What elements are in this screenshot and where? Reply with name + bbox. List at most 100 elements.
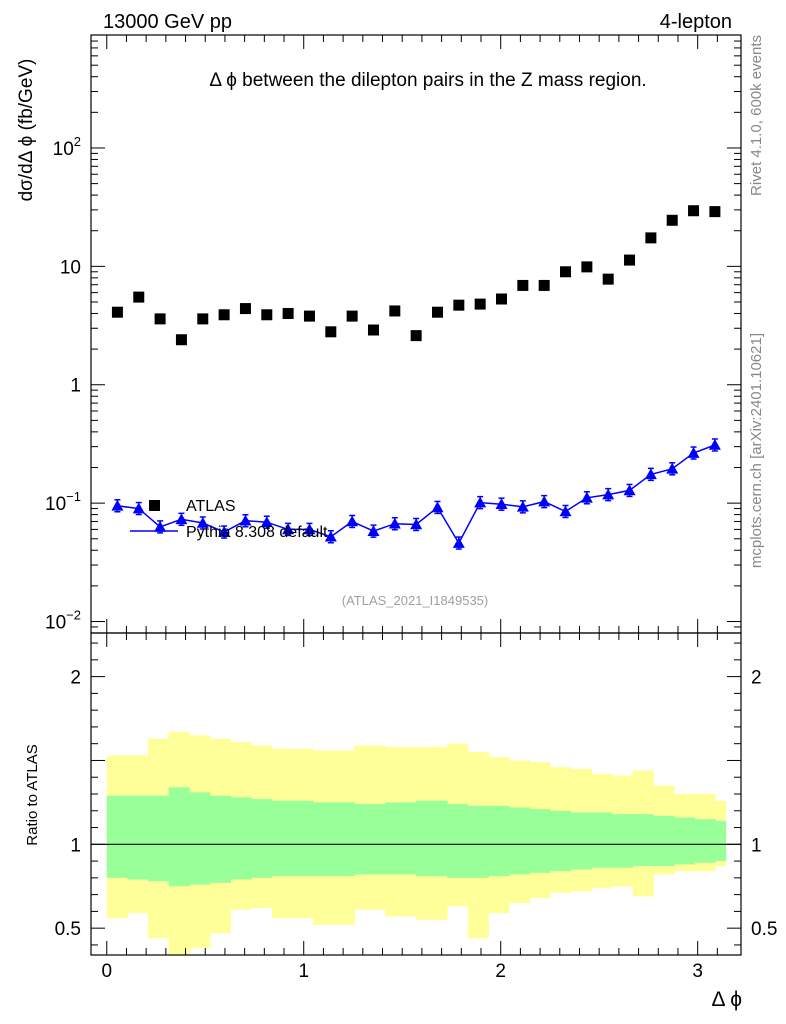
ratio-band-stat-bin <box>230 797 252 880</box>
main-y-tick-label: 10−2 <box>45 608 81 634</box>
pythia-point <box>154 520 167 532</box>
atlas-series <box>111 205 721 346</box>
ratio-y-tick-label: 2 <box>70 668 81 689</box>
main-y-axis-label: dσ/dΔ ϕ (fb/GeV) <box>16 59 37 202</box>
pythia-point <box>346 515 359 527</box>
rivet-label: Rivet 4.1.0, 600k events <box>748 35 765 196</box>
legend-pythia-label: Pythia 8.308 default <box>186 524 328 541</box>
ratio-band-stat-bin <box>488 805 510 877</box>
ratio-band-stat-bin <box>694 819 716 863</box>
pythia-point <box>388 517 401 529</box>
x-tick-label: 1 <box>298 961 309 982</box>
header-right: 4-lepton <box>660 11 732 33</box>
pythia-point <box>175 513 188 525</box>
ratio-band-stat-bin <box>674 817 696 865</box>
pythia-point <box>644 468 657 480</box>
atlas-point <box>197 313 209 325</box>
ratio-y-tick-label-right: 2 <box>751 668 762 689</box>
legend: ATLAS Pythia 8.308 default <box>130 498 328 541</box>
ratio-band-stat-bin <box>653 815 675 867</box>
atlas-point <box>645 232 657 244</box>
atlas-point <box>175 334 187 346</box>
ratio-y-tick-label-right: 0.5 <box>751 919 777 940</box>
ratio-band-stat-bin <box>251 799 273 878</box>
ratio-band-stat-bin <box>189 792 211 885</box>
atlas-point <box>624 254 636 266</box>
pythia-point <box>303 523 316 535</box>
ratio-band-stat-bin <box>106 795 128 878</box>
pythia-point <box>282 523 295 535</box>
pythia-point <box>111 499 124 511</box>
atlas-point <box>218 309 230 321</box>
ratio-band-stat-bin <box>508 807 531 875</box>
atlas-point <box>517 279 529 291</box>
atlas-point <box>154 313 166 325</box>
ratio-band-stat-bin <box>447 804 469 878</box>
ratio-band-stat-bin <box>591 812 613 868</box>
pythia-point <box>495 498 508 509</box>
x-tick-label: 0 <box>101 961 112 982</box>
ratio-band-stat-bin <box>312 802 355 877</box>
ratio-band-stat-bin <box>550 810 572 872</box>
atlas-point <box>303 310 315 322</box>
mcplots-label: mcplots.cern.ch [arXiv:2401.10621] <box>748 333 765 568</box>
atlas-point <box>410 330 422 342</box>
pythia-point <box>516 500 529 512</box>
main-y-tick-label: 10−1 <box>45 489 81 515</box>
x-tick-label: 2 <box>495 961 506 982</box>
main-y-tick-label: 10 <box>60 257 81 278</box>
pythia-point <box>474 496 487 508</box>
x-axis-label: Δ ϕ <box>712 988 742 1011</box>
pythia-point <box>623 484 636 496</box>
pythia-point <box>410 518 423 530</box>
atlas-point <box>560 266 572 278</box>
ratio-band-stat-bin <box>715 820 727 862</box>
ratio-band-stat-bin <box>416 800 448 877</box>
pythia-point <box>452 537 465 548</box>
atlas-point <box>325 326 337 338</box>
atlas-point <box>474 298 486 310</box>
atlas-point <box>133 291 145 303</box>
pythia-point <box>132 502 145 514</box>
ratio-band-stat-bin <box>467 805 489 878</box>
atlas-point <box>538 279 550 291</box>
atlas-point <box>282 307 294 319</box>
atlas-point <box>709 206 721 218</box>
ratio-y-tick-label: 0.5 <box>55 919 81 940</box>
ratio-y-axis-label: Ratio to ATLAS <box>24 744 41 845</box>
pythia-point <box>239 514 252 526</box>
pythia-point <box>602 488 615 500</box>
main-y-tick-label: 102 <box>53 134 81 160</box>
atlas-point <box>239 303 251 315</box>
legend-atlas-marker <box>149 500 160 511</box>
pythia-point <box>666 462 679 474</box>
pythia-point <box>687 447 700 458</box>
ratio-band-stat-bin <box>612 814 634 868</box>
x-tick-label: 3 <box>692 961 703 982</box>
pythia-point <box>324 530 337 542</box>
main-title: Δ ϕ between the dilepton pairs in the Z … <box>209 70 646 91</box>
ratio-band-stat-bin <box>385 802 417 875</box>
pythia-point <box>580 491 593 503</box>
atlas-point <box>688 205 700 217</box>
atlas-point <box>346 310 358 322</box>
atlas-point <box>496 293 508 305</box>
atlas-point <box>367 324 379 336</box>
ratio-band-stat-bin <box>354 804 386 875</box>
ratio-band-stat-bin <box>271 800 314 877</box>
axis-ticks: 10−2 10−1 1 10 102 0.5 0.5 1 1 2 2 0 1 2 3 <box>45 34 777 982</box>
ratio-band-stat-bin <box>147 795 170 882</box>
main-y-tick-label: 1 <box>70 376 81 397</box>
atlas-point <box>431 306 443 318</box>
ratio-y-tick-label-right: 1 <box>751 835 762 856</box>
pythia-point <box>218 526 231 537</box>
atlas-point <box>111 306 123 318</box>
header-left: 13000 GeV pp <box>103 11 232 33</box>
pythia-point <box>708 438 721 450</box>
pythia-point <box>196 516 209 528</box>
atlas-point <box>389 305 401 317</box>
pythia-series <box>111 438 721 550</box>
atlas-point <box>602 273 614 285</box>
ratio-band-stat-bin <box>632 814 654 867</box>
